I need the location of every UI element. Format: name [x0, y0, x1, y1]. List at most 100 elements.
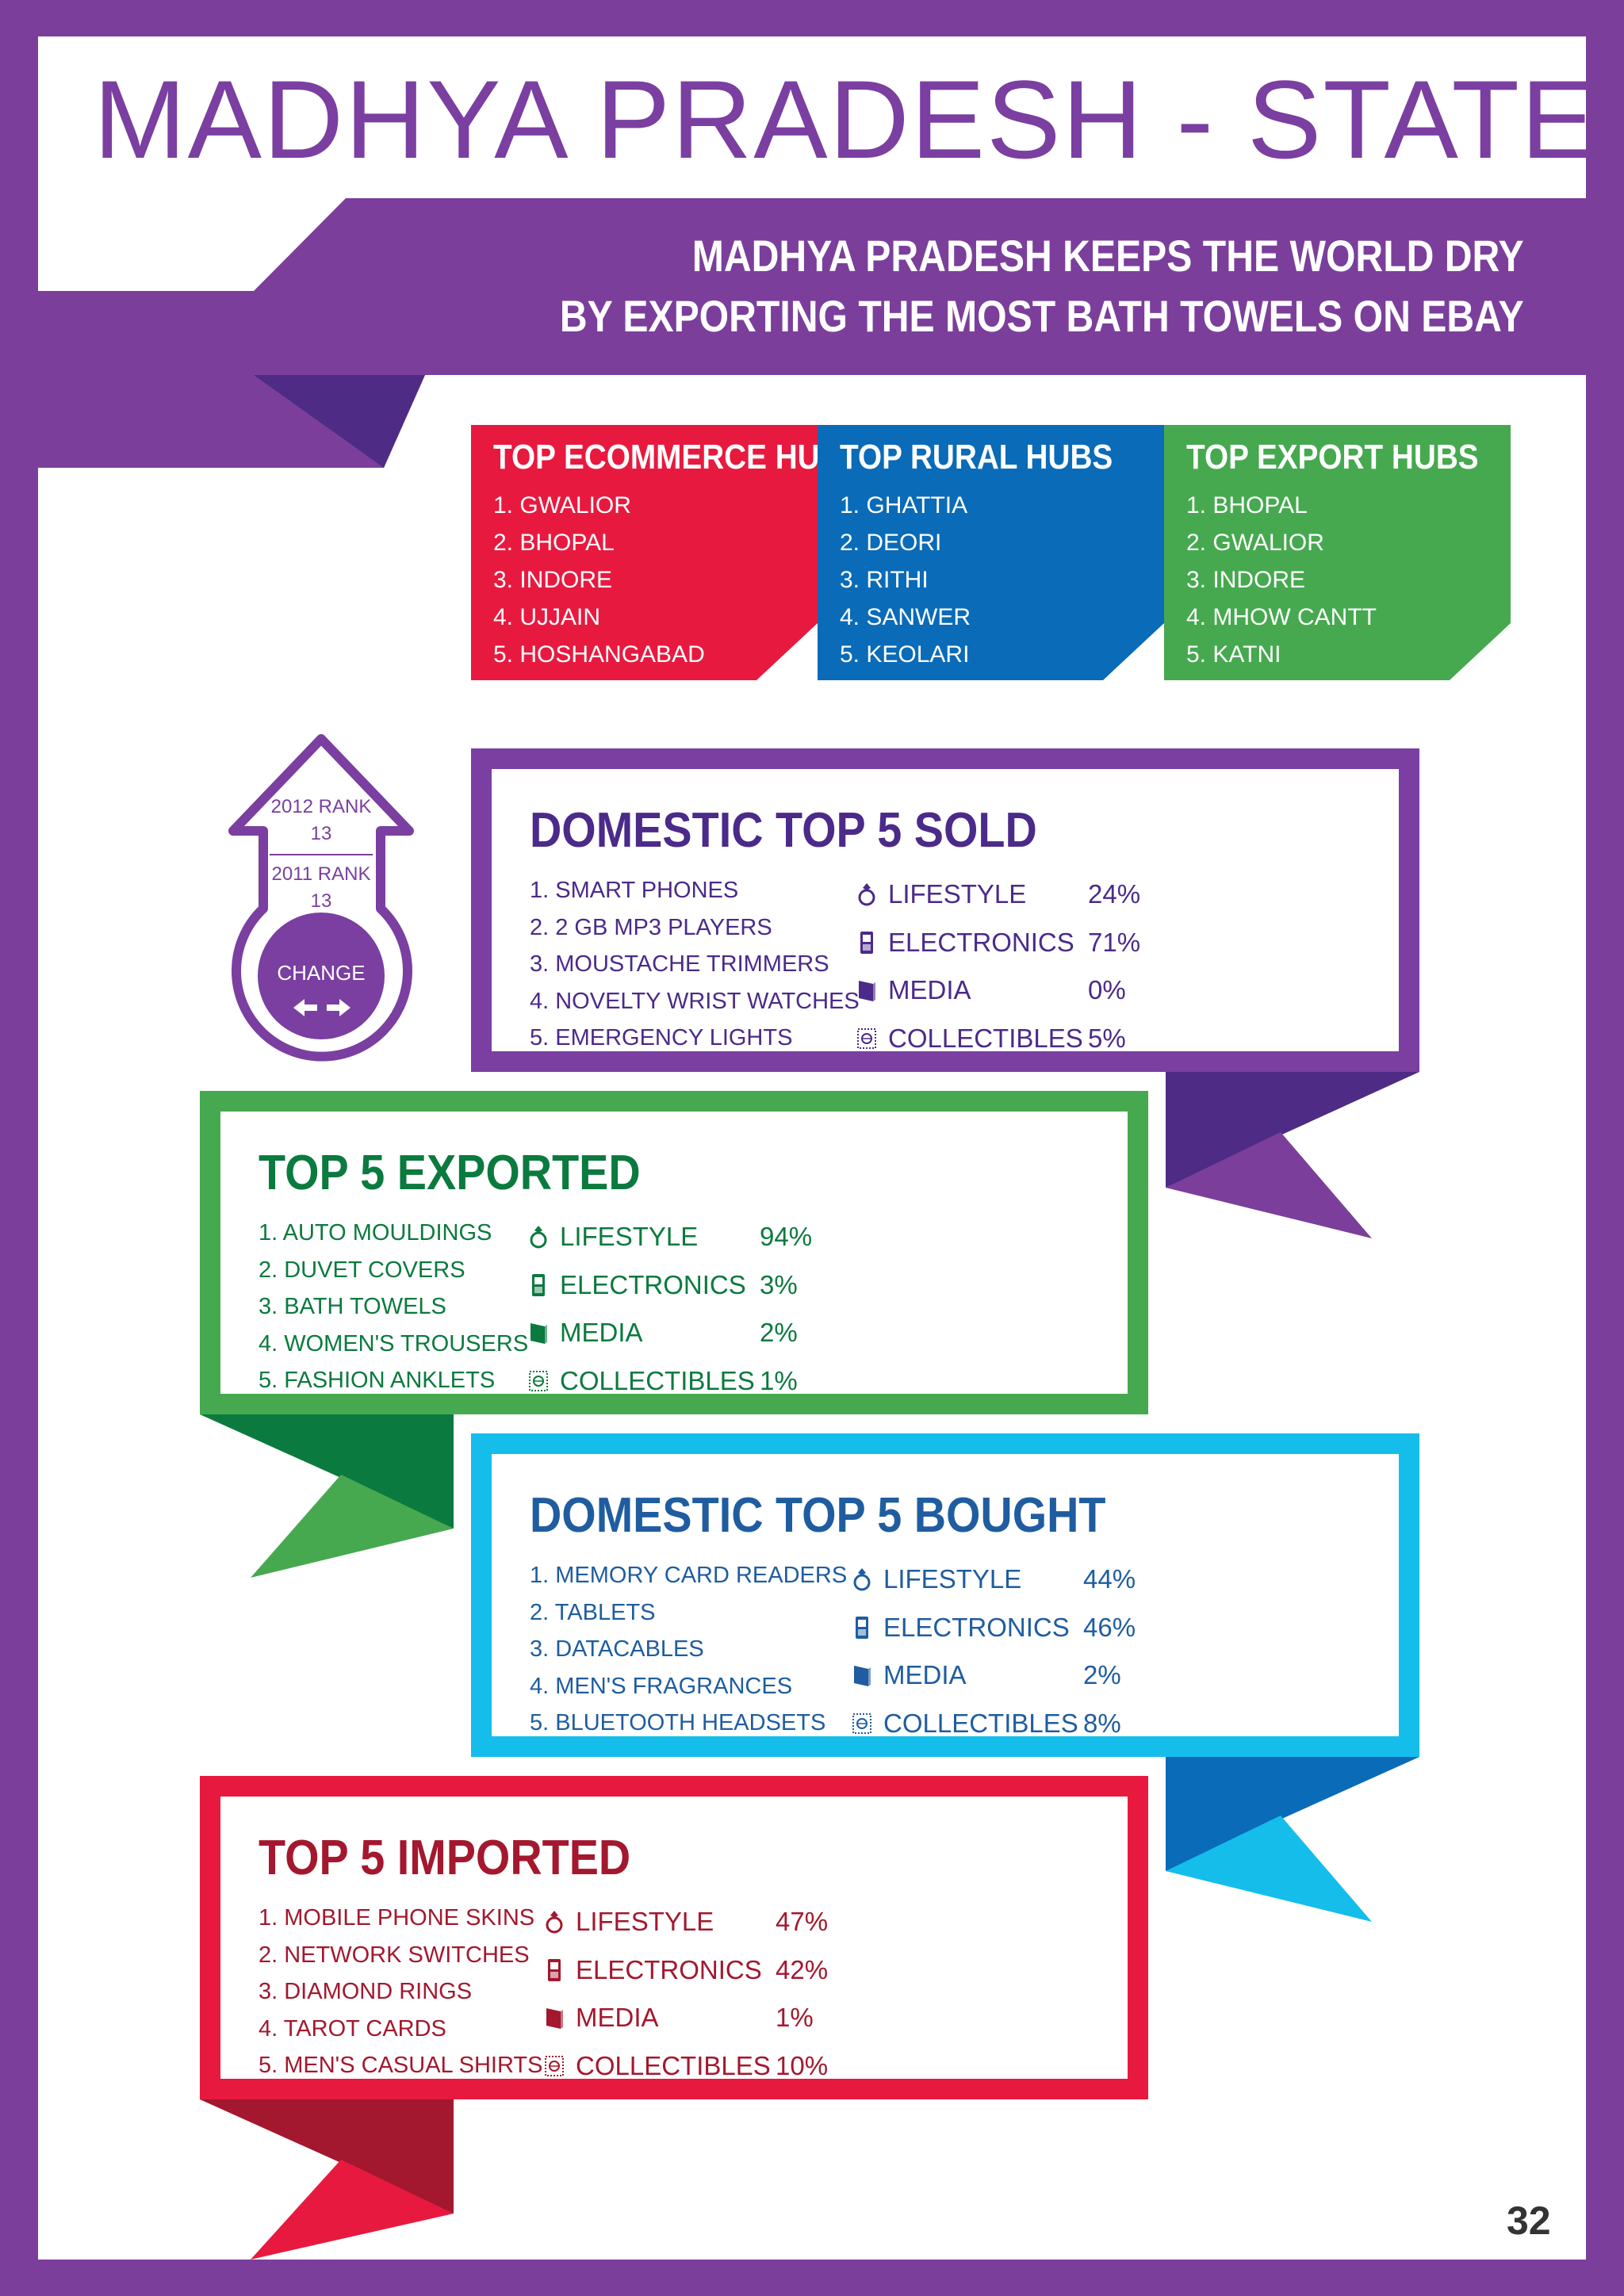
- stamp-icon: [544, 2053, 565, 2079]
- subtitle-line-1: MADHYA PRADESH KEEPS THE WORLD DRY: [692, 231, 1524, 281]
- section-domestic-top-5-bought: DOMESTIC TOP 5 BOUGHT 1. MEMORY CARD REA…: [471, 1433, 1419, 1757]
- list-item: 3. INDORE: [1186, 567, 1306, 593]
- category-name: ELECTRONICS: [888, 927, 1074, 957]
- book-icon: [544, 2005, 565, 2030]
- arrow-right-icon: [327, 999, 350, 1016]
- category-row: COLLECTIBLES 10%: [544, 2047, 837, 2095]
- rank-2011-label: 2011 RANK: [271, 863, 371, 885]
- rank-arrow-icon: [228, 734, 414, 1062]
- list-item: 4. NOVELTY WRIST WATCHES: [530, 988, 860, 1014]
- category-percent: 71%: [1088, 927, 1141, 957]
- category-percent: 24%: [1088, 879, 1141, 909]
- category-name: ELECTRONICS: [576, 1954, 762, 1984]
- category-name: COLLECTIBLES: [883, 1708, 1078, 1738]
- list-item: 2. TABLETS: [530, 1599, 656, 1625]
- list-item: 2. NETWORK SWITCHES: [259, 1942, 530, 1968]
- stamp-icon: [852, 1711, 872, 1736]
- list-item: 2. 2 GB MP3 PLAYERS: [530, 914, 772, 940]
- category-row: LIFESTYLE 44%: [852, 1560, 1145, 1609]
- hub-title: TOP ECOMMERCE HUBS: [493, 438, 863, 476]
- list-item: 1. BHOPAL: [1186, 492, 1308, 519]
- list-item: 5. KATNI: [1186, 641, 1281, 668]
- phone-icon: [852, 1615, 872, 1640]
- list-item: 3. RITHI: [840, 567, 929, 593]
- subtitle-banner: [38, 198, 1586, 375]
- category-percent: 3%: [760, 1269, 798, 1299]
- list-item: 4. SANWER: [840, 604, 971, 630]
- category-row: LIFESTYLE 24%: [856, 875, 1150, 924]
- category-percent: 47%: [776, 1907, 829, 1936]
- category-percent: 2%: [760, 1318, 798, 1347]
- sold-ribbon-tail: [1166, 1132, 1372, 1238]
- category-name: ELECTRONICS: [560, 1269, 746, 1299]
- hub-rural: TOP RURAL HUBS 1. GHATTIA 2. DEORI 3. RI…: [818, 425, 1164, 680]
- phone-icon: [856, 930, 877, 955]
- rank-2011-value: 13: [310, 890, 332, 912]
- ring-icon: [544, 1909, 565, 1934]
- list-item: 2. DUVET COVERS: [259, 1257, 465, 1283]
- category-row: ELECTRONICS 71%: [856, 924, 1150, 972]
- list-item: 5. EMERGENCY LIGHTS: [530, 1025, 793, 1051]
- book-icon: [528, 1320, 549, 1345]
- category-name: MEDIA: [576, 2003, 659, 2032]
- category-name: MEDIA: [888, 975, 971, 1004]
- category-percent: 46%: [1083, 1612, 1136, 1642]
- section-top-5-exported: TOP 5 EXPORTED 1. AUTO MOULDINGS 2. DUVE…: [200, 1091, 1148, 1414]
- list-item: 4. WOMEN'S TROUSERS: [259, 1330, 529, 1357]
- list-item: 3. BATH TOWELS: [259, 1294, 446, 1320]
- section-top-5-imported: TOP 5 IMPORTED 1. MOBILE PHONE SKINS 2. …: [200, 1776, 1148, 2099]
- category-row: COLLECTIBLES 5%: [856, 1020, 1150, 1068]
- ring-icon: [528, 1224, 549, 1249]
- category-percent: 5%: [1088, 1023, 1126, 1053]
- list-item: 3. INDORE: [493, 567, 613, 593]
- category-name: COLLECTIBLES: [560, 1365, 755, 1395]
- list-item: 4. MHOW CANTT: [1186, 604, 1377, 630]
- section-title: DOMESTIC TOP 5 SOLD: [530, 803, 1037, 858]
- list-item: 1. GHATTIA: [840, 492, 968, 519]
- section-title: DOMESTIC TOP 5 BOUGHT: [530, 1488, 1106, 1543]
- category-percent: 1%: [760, 1365, 798, 1395]
- list-item: 5. BLUETOOTH HEADSETS: [530, 1710, 826, 1736]
- list-item: 5. KEOLARI: [840, 641, 970, 668]
- category-percent: 2%: [1083, 1660, 1121, 1689]
- arrow-left-icon: [293, 999, 317, 1016]
- category-row: COLLECTIBLES 8%: [852, 1705, 1145, 1753]
- list-item: 4. UJJAIN: [493, 604, 601, 630]
- category-name: MEDIA: [883, 1660, 967, 1689]
- hub-export: TOP EXPORT HUBS 1. BHOPAL 2. GWALIOR 3. …: [1164, 425, 1511, 680]
- hub-title: TOP EXPORT HUBS: [1186, 438, 1479, 476]
- category-name: ELECTRONICS: [883, 1612, 1070, 1642]
- category-name: MEDIA: [560, 1318, 643, 1347]
- ring-icon: [852, 1567, 872, 1592]
- rank-2012-label: 2012 RANK: [270, 796, 372, 817]
- change-label: CHANGE: [277, 961, 366, 985]
- list-item: 5. HOSHANGABAD: [493, 641, 705, 668]
- category-name: LIFESTYLE: [560, 1222, 699, 1251]
- hub-ecommerce: TOP ECOMMERCE HUBS 1. GWALIOR 2. BHOPAL …: [471, 425, 862, 680]
- category-name: COLLECTIBLES: [576, 2050, 771, 2080]
- list-item: 3. DATACABLES: [530, 1636, 704, 1663]
- rank-2012-value: 13: [310, 823, 332, 844]
- category-name: LIFESTYLE: [888, 879, 1027, 909]
- banner-fold: [254, 375, 425, 468]
- book-icon: [852, 1663, 872, 1688]
- section-title: TOP 5 EXPORTED: [259, 1146, 641, 1200]
- list-item: 2. DEORI: [840, 530, 942, 556]
- category-percent: 8%: [1083, 1708, 1121, 1738]
- hub-title: TOP RURAL HUBS: [840, 438, 1113, 476]
- list-item: 1. SMART PHONES: [530, 878, 739, 903]
- bought-ribbon-tail: [1166, 1816, 1372, 1922]
- category-percent: 42%: [776, 1954, 829, 1984]
- category-row: LIFESTYLE 94%: [528, 1218, 822, 1266]
- section-title: TOP 5 IMPORTED: [259, 1831, 631, 1885]
- book-icon: [856, 978, 877, 1003]
- category-percent: 94%: [760, 1222, 813, 1251]
- stamp-icon: [856, 1026, 877, 1051]
- page-number: 32: [1507, 2198, 1551, 2243]
- category-row: MEDIA 2%: [852, 1656, 1145, 1705]
- category-row: ELECTRONICS 42%: [544, 1951, 837, 1999]
- exported-ribbon-tail: [251, 1475, 454, 1578]
- category-name: LIFESTYLE: [576, 1907, 714, 1936]
- category-row: LIFESTYLE 47%: [544, 1903, 837, 1951]
